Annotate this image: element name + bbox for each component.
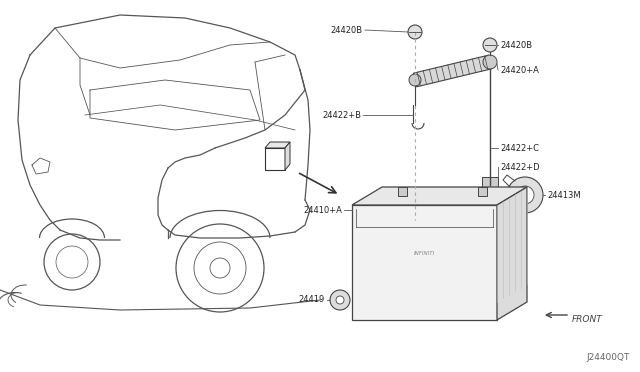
- Circle shape: [409, 74, 421, 86]
- Text: 24420+A: 24420+A: [500, 65, 539, 74]
- Bar: [482, 177, 498, 193]
- Text: 24410+A: 24410+A: [303, 205, 342, 215]
- Polygon shape: [265, 142, 290, 148]
- Circle shape: [336, 296, 344, 304]
- Polygon shape: [413, 55, 492, 87]
- Circle shape: [516, 186, 534, 204]
- Text: 24413M: 24413M: [547, 190, 580, 199]
- Polygon shape: [285, 142, 290, 170]
- Circle shape: [507, 177, 543, 213]
- Circle shape: [210, 258, 230, 278]
- Circle shape: [176, 224, 264, 312]
- Text: INFINITI: INFINITI: [413, 251, 435, 256]
- Text: FRONT: FRONT: [572, 315, 603, 324]
- Bar: [398, 187, 407, 196]
- Text: 24422+B: 24422+B: [322, 110, 361, 119]
- Bar: [478, 187, 487, 196]
- Text: 24422+D: 24422+D: [500, 163, 540, 171]
- Circle shape: [408, 25, 422, 39]
- Circle shape: [44, 234, 100, 290]
- Polygon shape: [352, 187, 527, 205]
- Circle shape: [330, 290, 350, 310]
- Bar: [265, 148, 285, 170]
- Circle shape: [56, 246, 88, 278]
- Polygon shape: [352, 205, 497, 320]
- Text: 24422+C: 24422+C: [500, 144, 539, 153]
- Circle shape: [194, 242, 246, 294]
- Text: J24400QT: J24400QT: [587, 353, 630, 362]
- Text: 24419: 24419: [299, 295, 325, 305]
- Text: 24420B: 24420B: [331, 26, 363, 35]
- Circle shape: [483, 55, 497, 69]
- Polygon shape: [497, 187, 527, 320]
- Circle shape: [483, 38, 497, 52]
- Text: 24420B: 24420B: [500, 41, 532, 49]
